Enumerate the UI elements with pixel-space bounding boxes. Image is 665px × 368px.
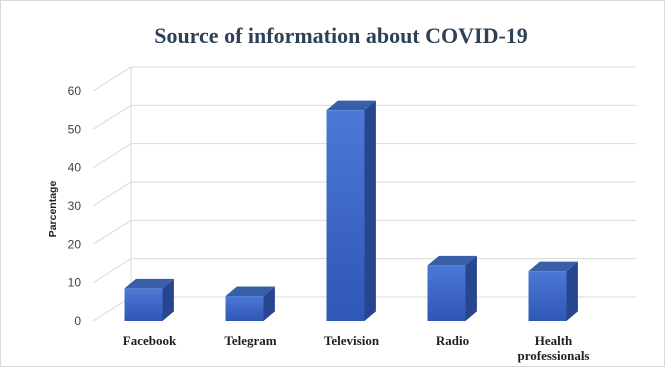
bar-top [124, 278, 174, 289]
bar-front [124, 288, 163, 321]
category-label: Health professionals [518, 333, 590, 363]
bar-side [566, 261, 578, 321]
bar [326, 100, 376, 322]
y-tick-label: 50 [68, 122, 82, 136]
y-tick-labels: 0 10 20 30 40 50 60 [68, 84, 82, 328]
bar [225, 286, 275, 321]
bar [427, 255, 477, 321]
bar [528, 261, 578, 321]
bar-top [225, 286, 275, 297]
y-tick-label: 20 [68, 237, 82, 251]
y-tick-label: 0 [74, 314, 81, 328]
bar-front [326, 110, 365, 322]
bars [124, 100, 578, 322]
bar-side [364, 100, 376, 321]
gridline [92, 66, 636, 92]
grid-layer [92, 66, 636, 322]
y-tick-label: 10 [68, 276, 82, 290]
category-label: Facebook [123, 333, 177, 348]
y-axis-label: Parcentage [47, 181, 59, 238]
category-label: Telegram [224, 333, 276, 348]
bar-front [225, 296, 264, 321]
bar-side [465, 255, 477, 321]
category-label: Television [324, 333, 380, 348]
bar-top [326, 100, 376, 111]
bar [124, 278, 174, 321]
bar-top [427, 255, 477, 266]
bar-front [528, 271, 567, 321]
bar-side [162, 278, 174, 321]
bar-side [263, 286, 275, 321]
category-labels: Facebook Telegram Television Radio Health pro… [123, 333, 590, 363]
bar-front [427, 265, 466, 321]
y-tick-label: 30 [68, 199, 82, 213]
y-tick-label: 60 [68, 84, 82, 98]
chart-title: Source of information about COVID-19 [154, 23, 528, 48]
y-tick-label: 40 [68, 161, 82, 175]
bar-top [528, 261, 578, 272]
category-label: Radio [436, 333, 469, 348]
